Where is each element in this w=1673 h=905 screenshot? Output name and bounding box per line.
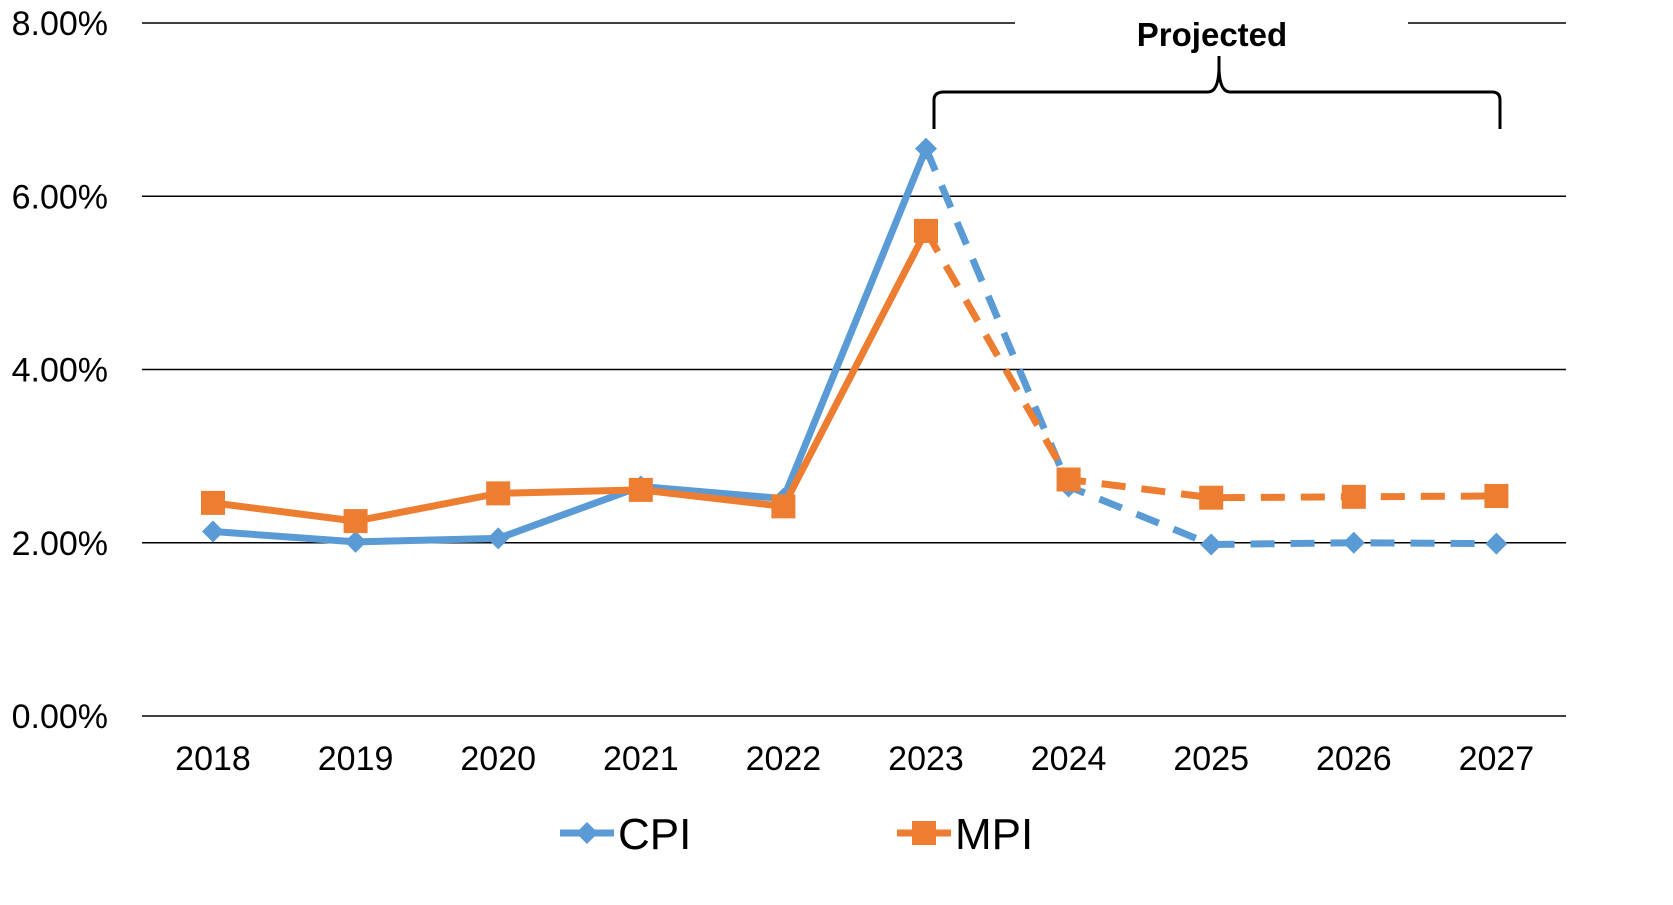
cpi-data-point: [487, 527, 510, 550]
legend: CPI MPI: [560, 810, 1033, 859]
mpi-actual-line: [209, 227, 930, 525]
mpi-data-point: [914, 218, 938, 243]
x-tick-label: 2026: [1316, 740, 1392, 778]
x-tick-label: 2027: [1459, 740, 1535, 778]
legend-marker-cpi: [576, 822, 598, 844]
mpi-data-point: [1056, 467, 1081, 492]
cpi-data-point: [344, 530, 367, 553]
cpi-data-point: [202, 520, 224, 543]
series-cpi: [202, 137, 1508, 556]
x-tick-label: 2021: [603, 740, 679, 778]
legend-label-cpi: CPI: [618, 810, 691, 859]
legend-item-cpi: CPI: [560, 810, 691, 859]
x-axis-tick-labels: 2018 2019 2020 2021 2022 2023 2024 2025 2026 2027: [175, 740, 1534, 778]
series-layer: [201, 137, 1509, 556]
projected-brace: [932, 56, 1502, 129]
legend-item-mpi: MPI: [897, 810, 1033, 859]
mpi-data-point: [1199, 485, 1224, 510]
mpi-data-point: [1484, 483, 1509, 508]
cpi-data-point: [1200, 533, 1223, 556]
x-tick-label: 2025: [1173, 740, 1249, 778]
y-tick-label: 0.00%: [12, 698, 108, 736]
cpi-data-point: [1342, 531, 1365, 554]
projected-label: Projected: [1137, 16, 1287, 53]
y-tick-label: 2.00%: [12, 525, 108, 563]
series-mpi: [201, 218, 1509, 534]
y-tick-label: 6.00%: [12, 178, 108, 216]
y-axis-tick-labels: 0.00% 2.00% 4.00% 6.00% 8.00%: [12, 5, 108, 736]
mpi-data-point: [771, 494, 796, 519]
x-tick-label: 2019: [318, 740, 394, 778]
cpi-actual-line: [209, 145, 930, 546]
cpi-data-point: [1485, 532, 1508, 555]
mpi-data-point: [343, 509, 368, 534]
x-tick-label: 2022: [746, 740, 822, 778]
mpi-data-point: [486, 481, 511, 506]
x-tick-label: 2018: [175, 740, 251, 778]
mpi-projected-line: [922, 229, 1497, 502]
mpi-data-point: [1341, 484, 1366, 509]
legend-label-mpi: MPI: [955, 810, 1033, 859]
y-tick-label: 4.00%: [12, 352, 108, 390]
mpi-data-point: [201, 490, 225, 515]
mpi-data-point: [628, 477, 653, 502]
projected-annotation: Projected: [932, 16, 1502, 129]
y-tick-label: 8.00%: [12, 5, 108, 43]
cpi-data-point: [915, 137, 937, 160]
legend-marker-mpi: [912, 821, 936, 845]
x-tick-label: 2023: [888, 740, 964, 778]
cpi-projected-line: [922, 147, 1497, 548]
x-tick-label: 2024: [1031, 740, 1107, 778]
x-tick-label: 2020: [460, 740, 536, 778]
